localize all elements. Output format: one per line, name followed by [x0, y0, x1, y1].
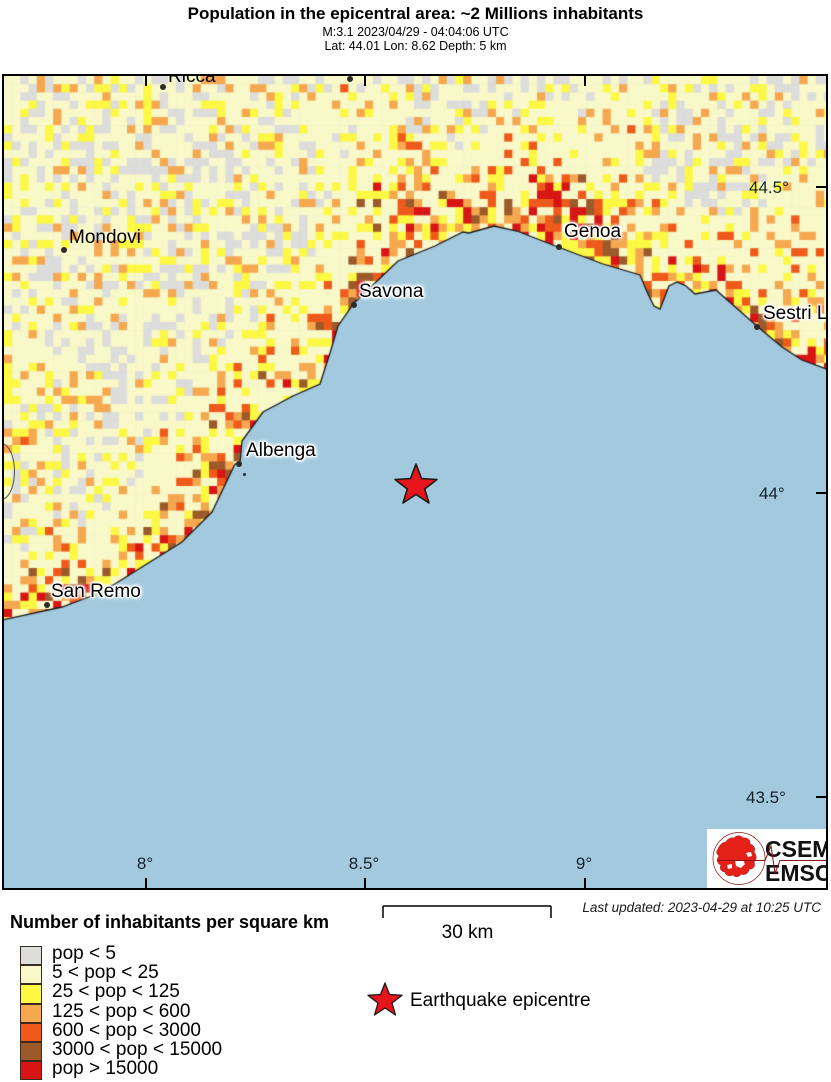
svg-text:CSEM: CSEM: [765, 836, 828, 862]
